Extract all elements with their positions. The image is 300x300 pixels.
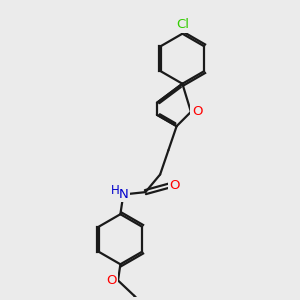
Text: O: O: [169, 179, 179, 192]
Text: O: O: [192, 105, 203, 118]
Text: H: H: [111, 184, 119, 196]
Text: Cl: Cl: [176, 18, 189, 32]
Text: N: N: [118, 188, 128, 201]
Text: O: O: [106, 274, 117, 287]
